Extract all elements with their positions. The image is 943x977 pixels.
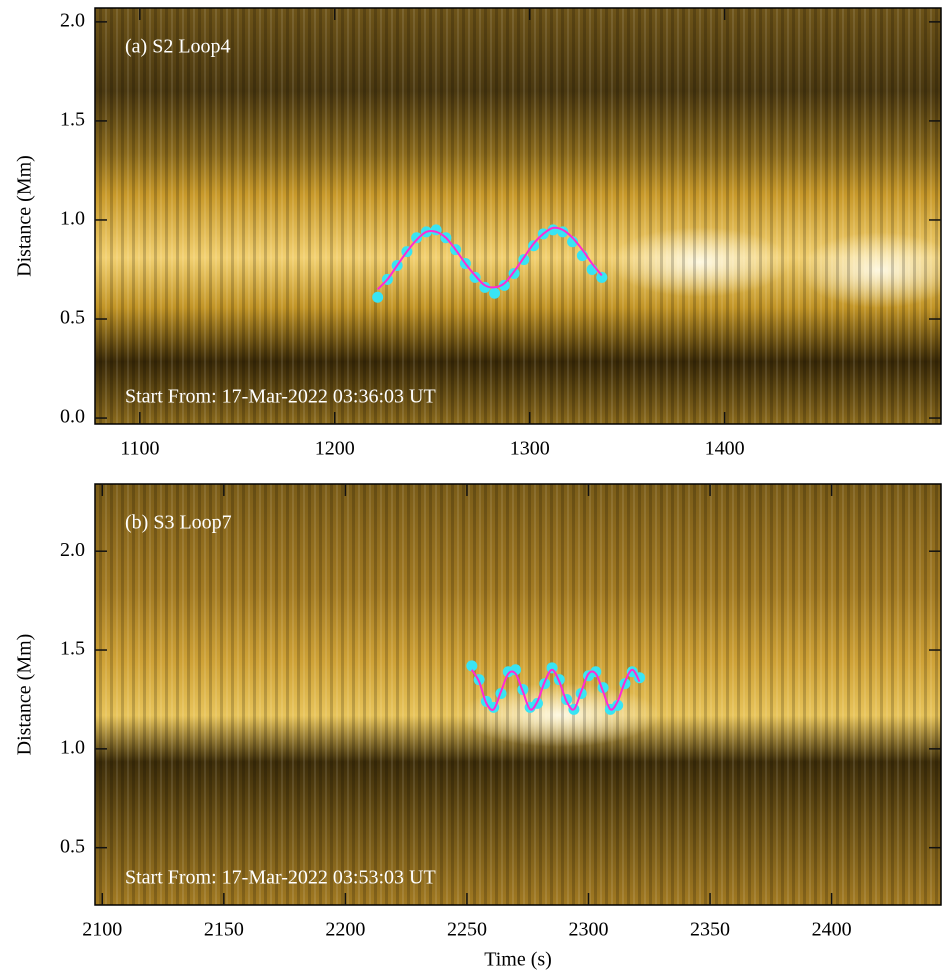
x-axis-label: Time (s) (484, 949, 552, 971)
y-tick-label: 1.0 (60, 736, 85, 758)
x-tick-label: 2100 (82, 919, 122, 941)
x-tick-label: 2300 (569, 919, 609, 941)
y-tick-label: 1.0 (60, 208, 85, 230)
y-axis-label: Distance (Mm) (14, 634, 36, 756)
data-point (567, 236, 579, 248)
data-point (489, 287, 501, 299)
data-point (372, 291, 384, 303)
data-point (590, 666, 602, 678)
fit-line (470, 668, 641, 711)
y-tick-label: 1.5 (60, 638, 85, 660)
x-tick-label: 1200 (315, 438, 355, 460)
x-tick-label: 2200 (325, 919, 365, 941)
x-tick-label: 1100 (120, 438, 159, 460)
plot-frame (94, 483, 942, 906)
data-point (479, 281, 491, 293)
background-a (95, 8, 943, 424)
x-tick-label: 1400 (705, 438, 745, 460)
x-tick-label: 2250 (447, 919, 487, 941)
data-point (498, 279, 510, 291)
y-tick-label: 2.0 (60, 9, 85, 31)
y-tick-label: 1.5 (60, 109, 85, 131)
y-tick-label: 0.5 (60, 307, 85, 329)
background-b (95, 484, 941, 905)
panel-label: (b) S3 Loop7 (125, 512, 232, 534)
data-point (466, 660, 478, 672)
start-time: Start From: 17-Mar-2022 03:53:03 UT (125, 867, 436, 889)
x-tick-label: 1300 (510, 438, 550, 460)
x-tick-label: 2150 (204, 919, 244, 941)
start-time: Start From: 17-Mar-2022 03:36:03 UT (125, 386, 436, 408)
y-tick-label: 0.0 (60, 406, 85, 428)
x-tick-label: 2400 (812, 919, 852, 941)
data-point (411, 232, 423, 244)
plot-frame (94, 7, 942, 425)
y-tick-label: 2.0 (60, 539, 85, 561)
panel-label: (a) S2 Loop4 (125, 36, 231, 58)
data-point (469, 271, 481, 283)
x-tick-label: 2350 (690, 919, 730, 941)
y-axis-label: Distance (Mm) (14, 155, 36, 277)
fit-line (376, 226, 603, 291)
data-point (596, 271, 608, 283)
data-point (546, 662, 558, 674)
y-tick-label: 0.5 (60, 835, 85, 857)
